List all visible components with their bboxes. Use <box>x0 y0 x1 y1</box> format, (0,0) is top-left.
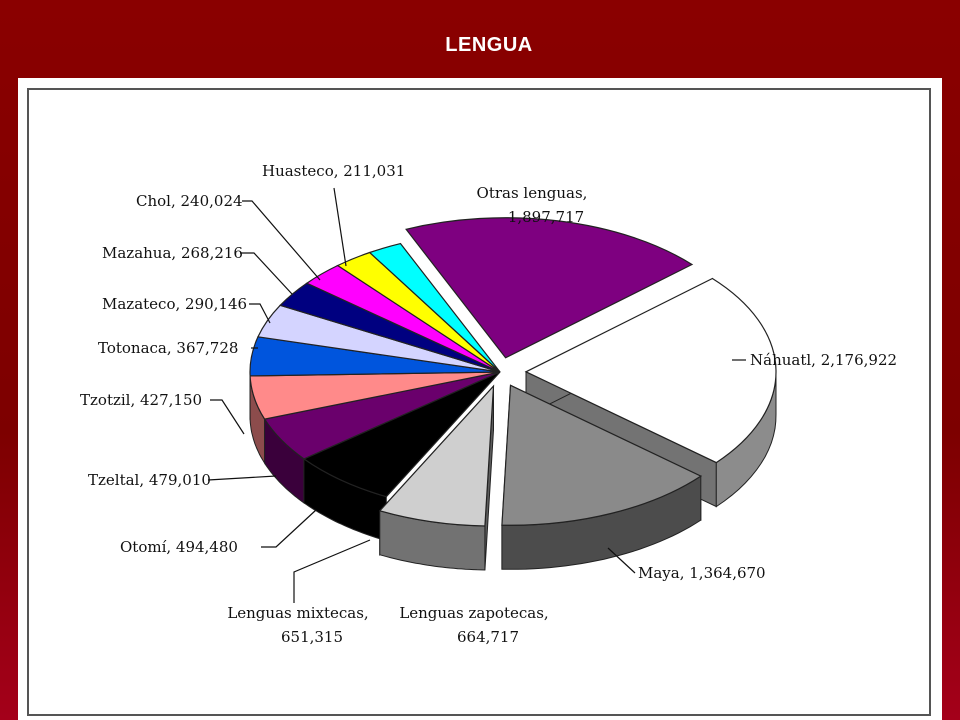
slice-label-otomi: Otomí, 494,480 <box>120 538 238 556</box>
slice-label-maya: Maya, 1,364,670 <box>638 564 766 582</box>
leader-line-lenguas-mixtecas <box>293 539 371 603</box>
slice-label-chol: Chol, 240,024 <box>136 192 243 210</box>
pie-chart: Otras lenguas, 1,897,717 Náhuatl, 2,176,92… <box>80 162 897 646</box>
slice-label-mazateco: Mazateco, 290,146 <box>102 295 247 313</box>
leader-line-mazateco <box>249 303 271 324</box>
pie-slice-nahuatl <box>524 277 777 464</box>
leader-line-tzeltal <box>207 475 277 481</box>
slice-label-tzotzil: Tzotzil, 427,150 <box>80 391 202 409</box>
leader-line-chol <box>242 200 321 281</box>
leader-line-otomi <box>261 509 317 548</box>
slice-label-huasteco: Huasteco, 211,031 <box>262 162 405 180</box>
chart-frame <box>27 88 931 716</box>
pie-slice-lenguas-zapotecas <box>378 384 495 527</box>
slice-label-lenguas-mixtecas: Lenguas mixtecas, 651,315 <box>227 604 368 646</box>
pie-slice-lenguas-mixtecas <box>302 371 501 498</box>
leader-line-maya <box>607 547 636 574</box>
pie-slice-huasteco <box>368 242 501 373</box>
leader-line-huasteco <box>333 187 347 267</box>
slice-label-mazahua: Mazahua, 268,216 <box>102 244 243 262</box>
slice-label-lenguas-zapotecas: Lenguas zapotecas, 664,717 <box>399 604 548 646</box>
pie-slice-otras-lenguas <box>405 217 694 359</box>
slice-label-totonaca: Totonaca, 367,728 <box>98 339 238 357</box>
chart-panel: Otras lenguas, 1,897,717 Náhuatl, 2,176,92… <box>18 78 942 720</box>
leader-line-mazahua <box>240 252 293 295</box>
slice-label-otras-lenguas: Otras lenguas, 1,897,717 <box>477 184 588 226</box>
slide-title: LENGUA <box>445 34 533 56</box>
pie-slice-maya <box>501 384 703 526</box>
slice-label-tzeltal: Tzeltal, 479,010 <box>88 471 211 489</box>
slice-label-nahuatl: Náhuatl, 2,176,922 <box>750 351 897 369</box>
leader-line-tzotzil <box>210 399 245 435</box>
